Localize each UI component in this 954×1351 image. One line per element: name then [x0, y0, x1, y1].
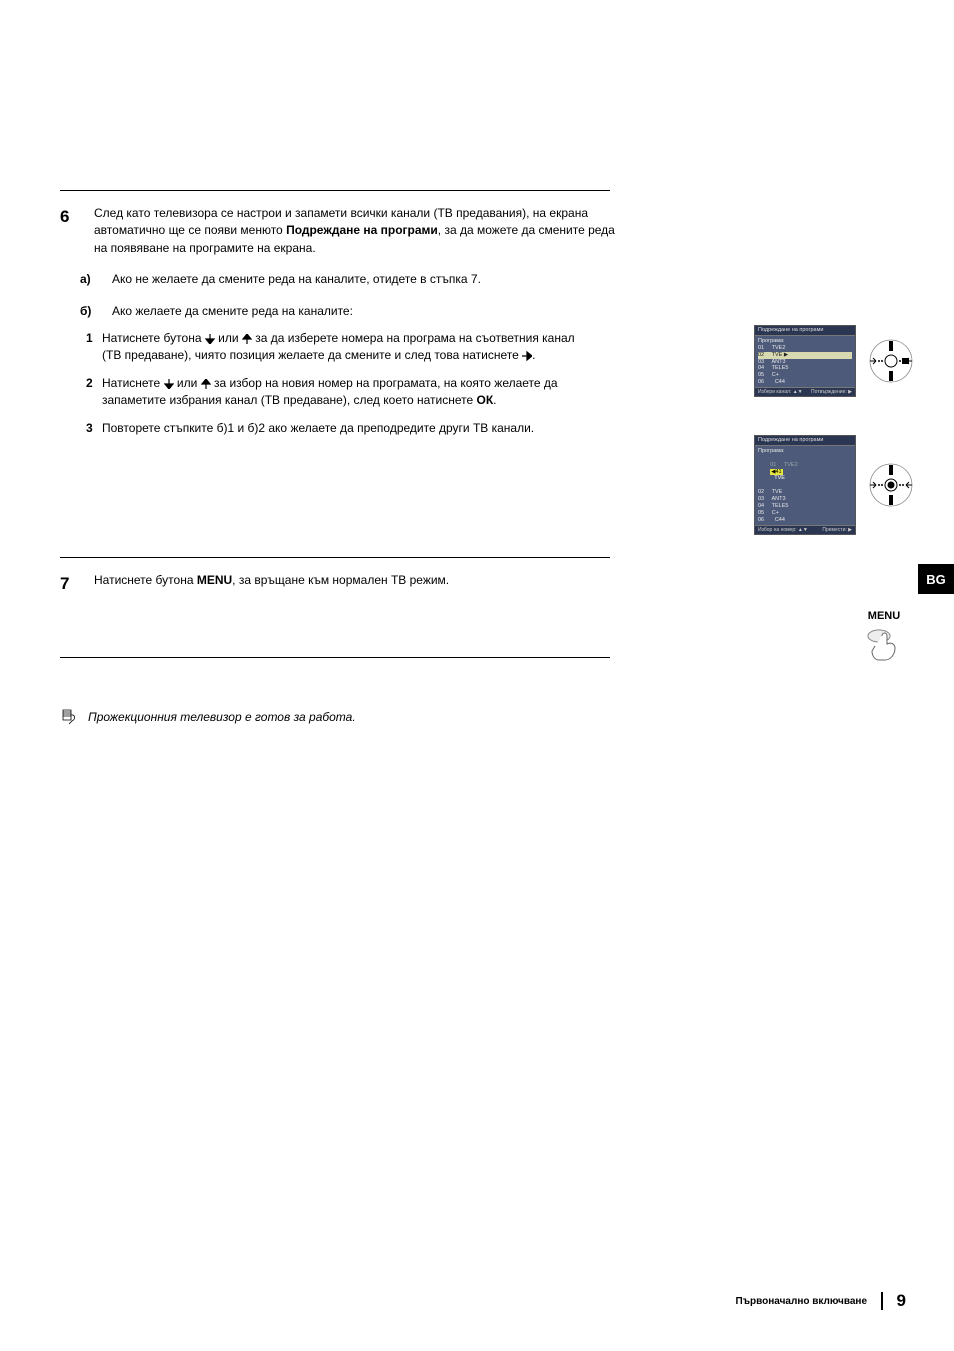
arrow-down-icon — [164, 379, 174, 389]
substep-b: б) Ако желаете да смените реда на канали… — [80, 303, 914, 320]
osd-row: 03 ANT3 — [758, 359, 852, 366]
text: Натиснете бутона — [102, 331, 205, 345]
osd-sub: Програма: — [758, 338, 852, 345]
step-7: 7 Натиснете бутона MENU, за връщане към … — [60, 572, 914, 597]
text: Натиснете — [102, 376, 164, 390]
dpad-icon — [868, 338, 914, 384]
footer-section: Първоначално включване — [736, 1296, 867, 1307]
osd-foot-left: Избор на номер: ▲▼ — [758, 527, 808, 533]
step-number: 7 — [60, 572, 80, 597]
step-body: Натиснете бутона MENU, за връщане към но… — [94, 572, 624, 597]
arrow-up-icon — [201, 379, 211, 389]
item-num: 1 — [86, 330, 96, 365]
osd-move-name: TVE — [770, 475, 785, 481]
item-body: Натиснете или за избор на новия номер на… — [102, 375, 586, 410]
osd-row-highlight: 02 TVE ▶ — [758, 352, 852, 359]
osd-screen: Подреждане на програми Програма: 01 TVE2… — [754, 435, 856, 535]
substep-body: Ако не желаете да смените реда на канали… — [112, 271, 612, 288]
step-number: 6 — [60, 205, 80, 257]
substep-b2: 2 Натиснете или за избор на новия номер … — [86, 375, 586, 410]
dpad-icon — [868, 462, 914, 508]
osd-row: 02 TVE — [758, 489, 852, 496]
osd-row: 04 TELE5 — [758, 365, 852, 372]
osd-title: Подреждане на програми — [755, 326, 855, 336]
osd-screen: Подреждане на програми Програма: 01 TVE2… — [754, 325, 856, 397]
substep-b1: 1 Натиснете бутона или за да изберете но… — [86, 330, 586, 365]
figure-menu: MENU — [854, 610, 914, 664]
page-footer: Първоначално включване 9 — [736, 1291, 906, 1311]
divider — [60, 657, 610, 658]
menu-label: MENU — [854, 610, 914, 622]
divider — [60, 557, 610, 558]
substep-b3: 3 Повторете стъпките б)1 и б)2 ако желае… — [86, 420, 586, 437]
note-text: Прожекционния телевизор е готов за работ… — [88, 710, 356, 724]
osd-move-num: ◀41 — [770, 469, 782, 476]
item-body: Повторете стъпките б)1 и б)2 ако желаете… — [102, 420, 586, 437]
hand-note-icon — [60, 708, 76, 726]
page-number: 9 — [897, 1291, 906, 1311]
osd-title: Подреждане на програми — [755, 436, 855, 446]
arrow-up-icon — [242, 334, 252, 344]
text: Натиснете бутона — [94, 573, 197, 587]
footer-divider — [881, 1292, 883, 1310]
language-tab: BG — [918, 564, 954, 594]
osd-footer: Избор на номер: ▲▼ Премести: ▶ — [755, 525, 855, 534]
osd-footer: Избери канал: ▲▼ Потвърждение: ▶ — [755, 387, 855, 396]
osd-row: 01 TVE2 ◀41 TVE — [758, 455, 852, 489]
substep-a: а) Ако не желаете да смените реда на кан… — [80, 271, 914, 288]
osd-row: 06 C44 — [758, 517, 852, 524]
step-6: 6 След като телевизора се настрои и запа… — [60, 205, 914, 257]
text: 01 TVE2 — [770, 462, 797, 468]
menu-name: Подреждане на програми — [286, 223, 438, 237]
ok-label: ОК — [476, 393, 493, 407]
osd-foot-left: Избери канал: ▲▼ — [758, 389, 803, 395]
text: . — [493, 393, 496, 407]
note: Прожекционния телевизор е готов за работ… — [60, 708, 914, 726]
menu-press: MENU — [854, 610, 914, 664]
substep-label: а) — [80, 271, 102, 288]
item-body: Натиснете бутона или за да изберете номе… — [102, 330, 586, 365]
step-body: След като телевизора се настрои и запаме… — [94, 205, 624, 257]
figure-osd-2: Подреждане на програми Програма: 01 TVE2… — [754, 435, 914, 535]
osd-foot-right: Потвърждение: ▶ — [811, 389, 852, 395]
text: , за връщане към нормален ТВ режим. — [232, 573, 449, 587]
osd-body: Програма: 01 TVE2 02 TVE ▶ 03 ANT3 04 TE… — [755, 336, 855, 387]
text: или — [174, 376, 201, 390]
text: . — [532, 348, 535, 362]
arrow-right-icon — [522, 351, 532, 361]
item-num: 3 — [86, 420, 96, 437]
osd-sub: Програма: — [758, 448, 852, 455]
osd-row: 05 C+ — [758, 372, 852, 379]
divider — [60, 190, 610, 191]
osd-row: 04 TELE5 — [758, 503, 852, 510]
hand-press-icon — [865, 626, 903, 664]
arrow-down-icon — [205, 334, 215, 344]
osd-row: 01 TVE2 — [758, 345, 852, 352]
item-num: 2 — [86, 375, 96, 410]
figure-osd-1: Подреждане на програми Програма: 01 TVE2… — [754, 325, 914, 397]
menu-button-name: MENU — [197, 573, 232, 587]
osd-body: Програма: 01 TVE2 ◀41 TVE 02 TVE 03 ANT3… — [755, 446, 855, 525]
substep-label: б) — [80, 303, 102, 320]
osd-foot-right: Премести: ▶ — [822, 527, 852, 533]
text: 02 TVE — [758, 352, 782, 358]
osd-row: 06 C44 — [758, 379, 852, 386]
osd-row: 05 C+ — [758, 510, 852, 517]
osd-row: 03 ANT3 — [758, 496, 852, 503]
substep-body: Ако желаете да смените реда на каналите: — [112, 303, 612, 320]
text: или — [215, 331, 242, 345]
